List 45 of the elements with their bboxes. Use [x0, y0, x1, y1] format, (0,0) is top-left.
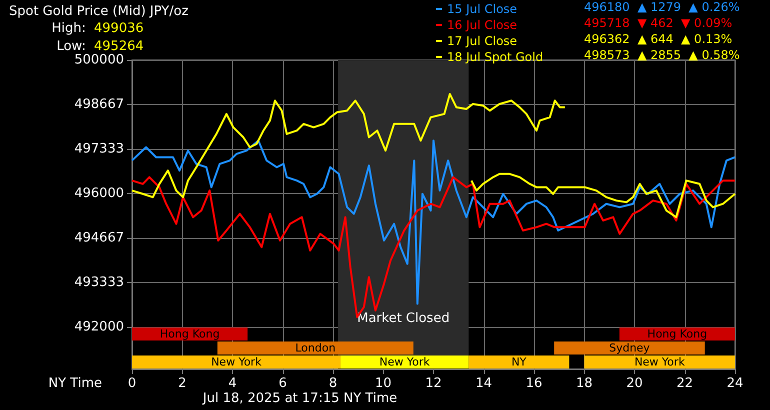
- y-tick-label: 494667: [74, 230, 124, 246]
- y-tick-label: 497333: [74, 141, 124, 156]
- y-tick-label: 493333: [74, 274, 124, 290]
- band-label: Sydney: [609, 342, 650, 354]
- x-tick-label: 18: [576, 376, 593, 391]
- x-tick-label: 14: [475, 376, 492, 391]
- legend-label: 17 Jul Close: [447, 34, 518, 48]
- x-tick-label: 16: [526, 376, 542, 391]
- line-series: [470, 172, 736, 218]
- text: 496180 ▲ 1279 ▲ 0.26%: [584, 0, 740, 14]
- text: High: 499036: [52, 21, 144, 36]
- x-tick-label: 20: [626, 376, 643, 391]
- y-tick-label: 492000: [74, 319, 124, 334]
- text: Low: 495264: [56, 39, 144, 54]
- text: 495718 ▼ 462 ▼ 0.09%: [584, 16, 732, 30]
- band-label: Hong Kong: [160, 328, 220, 340]
- band-label: Hong Kong: [647, 328, 708, 340]
- text: 496362 ▲ 644 ▲ 0.13%: [584, 32, 732, 46]
- x-tick-label: 12: [425, 376, 442, 391]
- x-tick-label: 6: [278, 376, 287, 391]
- legend-label: 18 Jul Spot Gold: [447, 50, 544, 64]
- legend-label: 15 Jul Close: [447, 2, 518, 16]
- band-label: New York: [634, 356, 686, 368]
- band-label: NY: [511, 356, 527, 368]
- x-tick-label: 8: [328, 376, 338, 391]
- x-tick-label: 4: [228, 376, 237, 391]
- line-series: [131, 92, 566, 198]
- band-label: Market Closed: [357, 311, 450, 326]
- x-tick-label: 2: [178, 376, 186, 391]
- y-tick-label: 496000: [74, 186, 124, 201]
- x-tick-label: 0: [128, 376, 136, 391]
- band-label: New York: [379, 356, 430, 368]
- y-tick-label: 498667: [74, 96, 124, 112]
- legend-label: 16 Jul Close: [447, 18, 518, 32]
- x-axis-title: NY Time: [48, 376, 102, 391]
- chart-title: Spot Gold Price (Mid) JPY/oz: [9, 4, 189, 19]
- x-tick-label: 22: [676, 376, 694, 391]
- x-tick-label: 24: [726, 376, 744, 391]
- text: Jul 18, 2025 at 17:15 NY Time: [202, 391, 398, 406]
- x-tick-label: 10: [374, 376, 392, 391]
- y-tick-label: 500000: [74, 52, 124, 68]
- band-label: London: [295, 342, 336, 354]
- band-label: New York: [211, 356, 262, 368]
- line-series: [131, 140, 736, 305]
- annotation: 498573 ▲ 2855 ▲ 0.58%: [584, 48, 740, 62]
